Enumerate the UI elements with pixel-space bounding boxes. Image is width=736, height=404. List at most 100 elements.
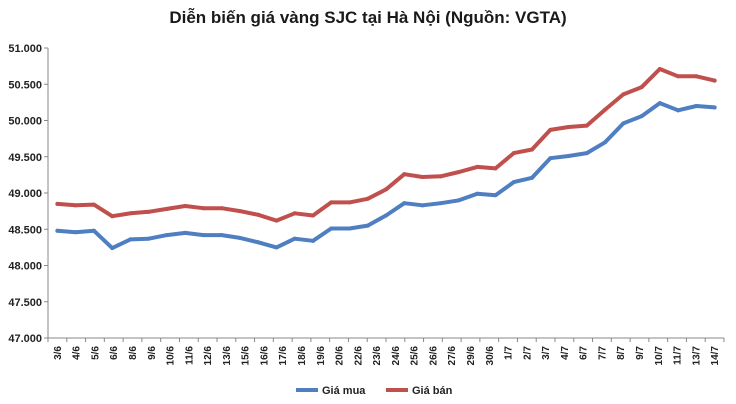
data-point	[292, 211, 297, 216]
data-point	[110, 214, 115, 219]
x-tick-label: 27/6	[447, 346, 458, 366]
series-line	[55, 101, 717, 251]
x-tick-label: 16/6	[259, 346, 270, 366]
data-point	[219, 206, 224, 211]
chart-title: Diễn biến giá vàng SJC tại Hà Nội (Nguồn…	[169, 8, 567, 27]
data-point	[438, 174, 443, 179]
data-point	[310, 213, 315, 218]
axes	[47, 48, 724, 339]
data-point	[329, 226, 334, 231]
data-point	[548, 156, 553, 161]
data-point	[402, 201, 407, 206]
y-tick-label: 47.500	[8, 297, 42, 309]
data-point	[292, 236, 297, 241]
x-tick-label: 29/6	[466, 346, 477, 366]
data-point	[55, 228, 60, 233]
data-point	[694, 104, 699, 108]
series-layer	[55, 67, 717, 251]
x-tick-label: 26/6	[428, 346, 439, 366]
x-tick-label: 3/6	[53, 346, 64, 360]
x-tick-label: 18/6	[297, 346, 308, 366]
x-tick-label: 19/6	[316, 346, 327, 366]
x-tick-label: 15/6	[241, 346, 252, 366]
x-tick-label: 4/7	[560, 346, 571, 360]
data-point	[274, 245, 279, 250]
data-point	[511, 151, 516, 156]
x-tick-label: 13/7	[691, 346, 702, 366]
data-point	[530, 175, 535, 180]
data-point	[164, 233, 169, 238]
data-point	[712, 105, 717, 110]
data-point	[621, 92, 626, 97]
data-point	[457, 198, 462, 203]
data-point	[384, 213, 388, 218]
data-point	[128, 211, 133, 216]
series-line	[55, 67, 717, 223]
x-tick-label: 2/7	[522, 346, 533, 360]
x-tick-label: 22/6	[353, 346, 364, 366]
x-tick-label: 13/6	[222, 346, 233, 366]
x-tick-label: 12/6	[203, 346, 214, 366]
data-point	[694, 74, 699, 79]
data-point	[676, 74, 681, 79]
y-tick-label: 51.000	[8, 43, 42, 55]
data-point	[256, 240, 261, 245]
data-point	[183, 204, 188, 209]
data-point	[164, 206, 169, 211]
y-axis-ticks: 47.000 47.500 48.000 48.500 49.000 49.500 50.0…	[8, 43, 48, 345]
legend-label: Giá mua	[322, 385, 366, 397]
data-point	[420, 203, 425, 208]
data-point	[676, 108, 681, 113]
data-point	[201, 233, 206, 238]
y-tick-label: 49.500	[8, 152, 42, 164]
x-tick-label: 10/7	[654, 346, 665, 366]
data-point	[146, 209, 151, 214]
x-tick-label: 7/7	[597, 346, 608, 360]
series-gia-ban	[55, 67, 717, 223]
x-tick-label: 10/6	[166, 346, 177, 366]
data-point	[584, 151, 589, 156]
x-tick-label: 3/7	[541, 346, 552, 360]
y-tick-label: 48.000	[8, 261, 42, 273]
x-tick-label: 4/6	[72, 346, 83, 360]
x-tick-label: 9/6	[147, 346, 158, 360]
data-point	[274, 218, 279, 223]
data-point	[438, 201, 443, 206]
data-point	[128, 237, 133, 242]
data-point	[347, 200, 352, 205]
data-point	[566, 154, 571, 159]
data-point	[219, 233, 224, 238]
x-tick-label: 9/7	[635, 346, 646, 360]
data-point	[201, 206, 206, 211]
data-point	[493, 193, 498, 198]
x-tick-label: 6/6	[109, 346, 120, 360]
data-point	[365, 223, 370, 228]
x-tick-label: 24/6	[391, 346, 402, 366]
legend-label: Giá bán	[412, 385, 453, 397]
x-tick-label: 23/6	[372, 346, 383, 366]
legend: Giá mua Giá bán	[296, 385, 453, 397]
data-point	[657, 101, 662, 106]
data-point	[548, 127, 553, 132]
data-point	[91, 228, 96, 233]
data-point	[329, 200, 334, 205]
data-point	[584, 123, 589, 128]
x-tick-label: 6/7	[579, 346, 590, 360]
data-point	[511, 180, 516, 185]
data-point	[146, 236, 151, 241]
data-point	[530, 147, 535, 152]
data-point	[347, 226, 352, 231]
data-point	[384, 187, 388, 192]
data-point	[457, 169, 462, 174]
data-point	[55, 201, 60, 206]
data-point	[365, 196, 370, 201]
series-gia-mua	[55, 101, 717, 251]
y-tick-label: 50.000	[8, 116, 42, 128]
x-tick-label: 14/7	[710, 346, 721, 366]
data-point	[621, 121, 626, 126]
x-tick-label: 8/6	[128, 346, 139, 360]
legend-item: Giá mua	[296, 385, 366, 397]
data-point	[493, 166, 498, 171]
x-tick-label: 5/6	[90, 346, 101, 360]
